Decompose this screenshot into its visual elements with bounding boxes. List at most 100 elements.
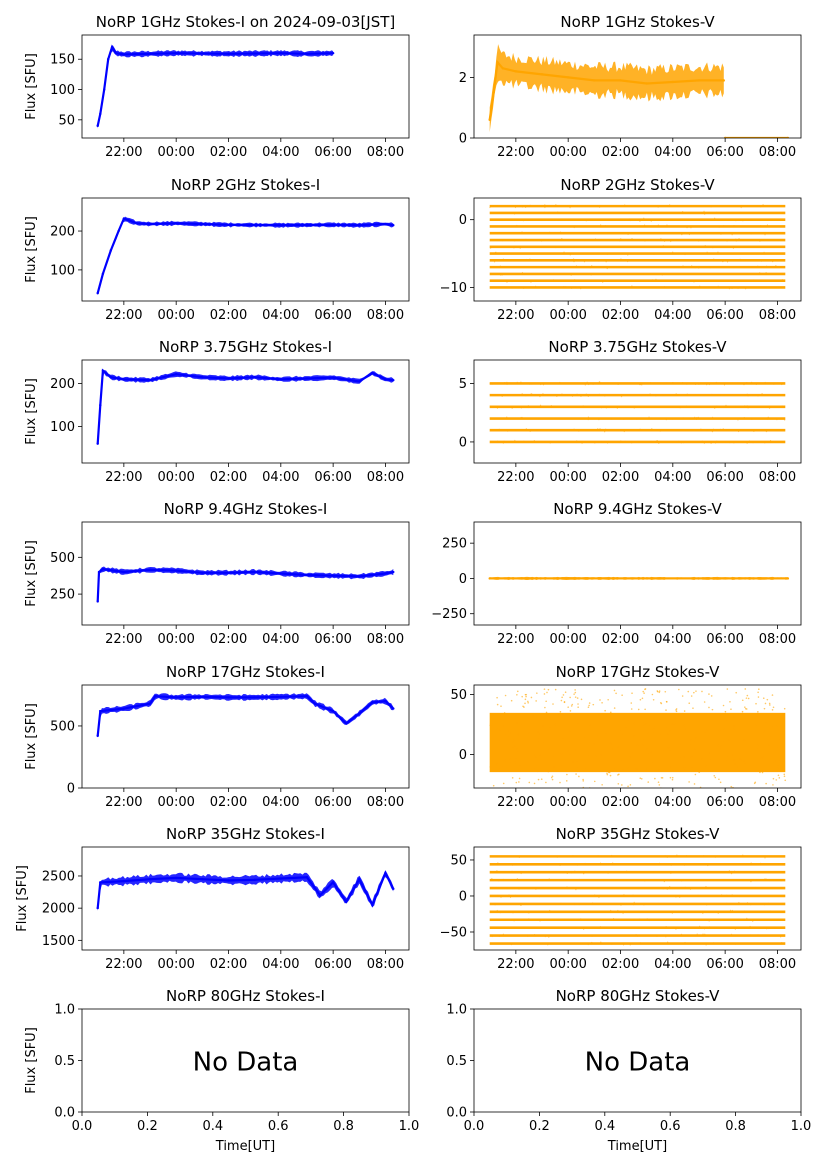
data-point <box>718 714 721 717</box>
data-point <box>591 941 593 944</box>
x-tick-label: 02:00 <box>602 308 639 323</box>
data-point <box>717 912 719 914</box>
data-point <box>560 699 563 702</box>
data-point <box>768 753 771 755</box>
data-point <box>692 790 694 792</box>
x-tick-label: 00:00 <box>549 308 586 323</box>
data-point <box>544 206 546 209</box>
data-point <box>650 792 652 794</box>
data-point <box>636 716 639 719</box>
data-point <box>612 862 614 864</box>
data-point <box>688 740 691 743</box>
data-point <box>598 714 600 716</box>
data-point <box>101 369 105 372</box>
data-point <box>593 79 596 82</box>
x-axis: 0.0 0.2 0.4 0.6 0.8 1.0 <box>464 1112 811 1134</box>
data-point <box>743 910 746 912</box>
data-point <box>715 895 718 897</box>
x-tick-label: 04:00 <box>654 145 691 160</box>
data-point <box>590 274 592 276</box>
data-point <box>626 870 628 872</box>
data-point <box>550 776 553 779</box>
x-tick-label: 0.6 <box>660 1119 681 1134</box>
x-tick-label: 22:00 <box>497 632 534 647</box>
data-point <box>586 791 588 793</box>
y-tick-label: −250 <box>431 607 467 622</box>
data-point <box>766 928 768 930</box>
data-point <box>639 777 642 780</box>
data-point <box>653 253 655 255</box>
data-point <box>753 259 755 262</box>
data-point <box>620 760 623 763</box>
data-point <box>514 903 517 905</box>
data-point <box>496 909 498 912</box>
data-point <box>640 394 642 397</box>
data-point <box>708 752 710 754</box>
data-point <box>722 704 725 707</box>
data-point <box>699 285 701 287</box>
data-point <box>518 888 520 890</box>
y-tick-label: 50 <box>450 688 467 703</box>
data-point <box>604 926 607 928</box>
data-point <box>305 52 309 55</box>
data-point <box>757 696 760 698</box>
data-point <box>592 383 594 385</box>
data-point <box>769 439 772 442</box>
data-point <box>550 864 552 866</box>
data-point <box>527 702 529 704</box>
x-tick-label: 06:00 <box>706 957 743 972</box>
data-point <box>775 725 778 728</box>
data-point <box>576 697 579 699</box>
data-point <box>643 714 646 716</box>
data-line <box>96 217 394 294</box>
data-point <box>718 226 720 228</box>
data-point <box>506 416 508 418</box>
data-point <box>279 877 283 880</box>
data-point <box>345 900 348 903</box>
data-point <box>587 395 589 397</box>
data-point <box>619 79 622 82</box>
data-point <box>777 895 779 897</box>
data-point <box>512 912 514 914</box>
data-point <box>653 731 656 734</box>
data-point <box>550 253 552 255</box>
data-point <box>643 904 645 906</box>
data-point <box>675 872 678 874</box>
data-point <box>545 711 548 714</box>
data-point <box>647 781 650 783</box>
data-point <box>538 895 541 898</box>
data-point <box>666 888 668 890</box>
data-point <box>566 577 570 580</box>
data-point <box>578 430 580 432</box>
data-point <box>515 758 517 760</box>
data-point <box>569 254 571 256</box>
data-point <box>686 393 688 395</box>
no-data-label: No Data <box>193 1048 299 1078</box>
data-point <box>666 919 668 921</box>
data-point <box>704 213 706 215</box>
data-point <box>711 708 714 711</box>
data-point <box>542 741 545 743</box>
x-tick-label: 08:00 <box>759 308 796 323</box>
data-point <box>669 776 672 779</box>
data-point <box>521 272 524 274</box>
data-point <box>721 894 723 896</box>
data-point <box>103 88 106 91</box>
x-tick-label: 22:00 <box>497 470 534 485</box>
data-point <box>643 692 645 694</box>
data-point <box>761 393 763 395</box>
data-point <box>664 690 667 693</box>
data-point <box>652 871 655 873</box>
data-point <box>756 748 759 750</box>
data-point <box>588 724 591 726</box>
data-point <box>764 857 766 859</box>
data-point <box>684 253 686 256</box>
series-1 <box>488 44 726 133</box>
data-point <box>678 688 680 691</box>
data-point <box>684 728 686 730</box>
data-point <box>201 571 204 574</box>
data-point <box>567 730 569 732</box>
data-point <box>693 748 696 750</box>
data-point <box>566 886 568 888</box>
